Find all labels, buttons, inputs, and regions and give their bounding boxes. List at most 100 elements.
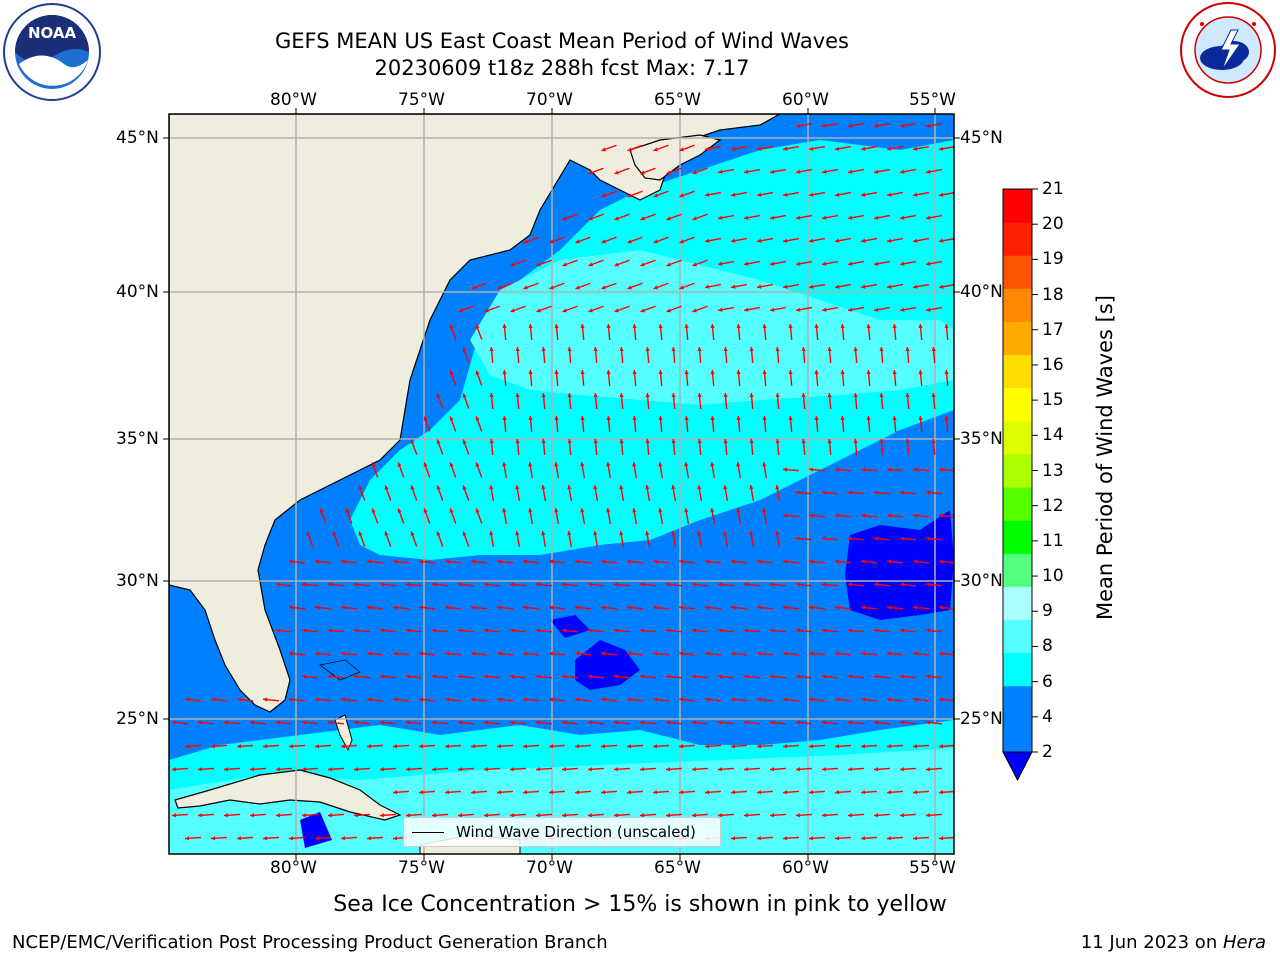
colorbar-segment — [1003, 189, 1032, 223]
wave-direction-arrowhead — [874, 261, 879, 266]
wave-direction-arrowhead — [619, 531, 624, 536]
wave-direction-arrowhead — [684, 416, 689, 421]
wave-direction-arrowhead — [289, 559, 294, 564]
wave-direction-arrowhead — [224, 813, 229, 818]
wave-direction-arrowhead — [723, 485, 728, 490]
wave-direction-arrowhead — [775, 439, 780, 444]
wave-direction-arrowhead — [926, 813, 931, 818]
wave-direction-arrowhead — [185, 697, 190, 702]
wave-direction-arrowhead — [445, 559, 450, 564]
wave-direction-arrowhead — [718, 582, 723, 587]
wave-direction-arrowhead — [731, 192, 736, 197]
wave-direction-arrowhead — [471, 697, 476, 702]
wave-direction-arrowhead — [328, 720, 333, 725]
wave-direction-arrowhead — [861, 744, 866, 749]
wave-direction-arrowhead — [679, 147, 684, 152]
wave-direction-arrowhead — [879, 393, 884, 398]
wave-direction-arrowhead — [354, 582, 359, 587]
wave-direction-arrowhead — [575, 744, 580, 749]
wave-direction-arrowhead — [671, 485, 676, 490]
wave-direction-arrowhead — [423, 462, 428, 467]
colorbar-tick-label: 12 — [1042, 495, 1064, 516]
wave-direction-arrowhead — [640, 262, 645, 267]
wave-direction-arrowhead — [640, 628, 645, 633]
wave-direction-arrowhead — [653, 744, 658, 749]
wave-direction-arrowhead — [523, 559, 528, 564]
wave-direction-arrowhead — [406, 674, 411, 679]
wave-direction-arrowhead — [614, 216, 619, 221]
wave-direction-arrowhead — [458, 720, 463, 725]
wave-direction-arrowhead — [866, 416, 871, 421]
wave-direction-arrowhead — [471, 790, 476, 795]
wave-direction-arrowhead — [796, 767, 801, 772]
wave-direction-arrowhead — [874, 813, 879, 818]
wave-direction-arrowhead — [536, 720, 541, 725]
wave-direction-arrowhead — [731, 284, 736, 289]
wave-direction-arrowhead — [783, 790, 788, 795]
wave-direction-arrowhead — [861, 513, 866, 518]
wave-direction-arrowhead — [939, 467, 944, 472]
wave-direction-arrowhead — [809, 284, 814, 289]
wave-direction-arrowhead — [718, 169, 723, 174]
colorbar-tick-label: 18 — [1042, 284, 1064, 305]
wave-direction-arrowhead — [562, 628, 567, 633]
lon-tick-top-55w: 55°W — [909, 90, 956, 110]
wave-direction-arrowhead — [887, 744, 892, 749]
wave-direction-arrowhead — [515, 531, 520, 536]
wave-direction-arrowhead — [770, 215, 775, 220]
wave-direction-arrowhead — [393, 697, 398, 702]
wave-direction-arrowhead — [744, 307, 749, 312]
wave-direction-arrowhead — [185, 744, 190, 749]
lon-tick-bottom-80w: 80°W — [270, 858, 317, 878]
wave-direction-arrowhead — [588, 674, 593, 679]
wave-direction-arrowhead — [809, 651, 814, 656]
wave-direction-arrowhead — [645, 347, 650, 352]
wave-direction-arrowhead — [614, 582, 619, 587]
wave-direction-arrowhead — [723, 439, 728, 444]
land-north-america — [169, 114, 781, 713]
wave-direction-arrowhead — [900, 123, 905, 128]
wave-direction-arrowhead — [510, 262, 515, 267]
colorbar-tick-label: 19 — [1042, 249, 1064, 270]
wave-direction-arrowhead — [224, 767, 229, 772]
wave-direction-arrowhead — [926, 215, 931, 220]
wave-direction-arrowhead — [371, 462, 376, 467]
footer-date: 11 Jun 2023 on Hera — [1081, 932, 1266, 954]
svg-text:NOAA: NOAA — [28, 24, 77, 42]
wave-direction-arrowhead — [606, 416, 611, 421]
wave-direction-arrowhead — [554, 324, 559, 329]
wave-direction-arrowhead — [523, 239, 528, 244]
colorbar-segment — [1003, 520, 1032, 554]
wave-direction-arrowhead — [926, 536, 931, 541]
wave-direction-arrowhead — [393, 559, 398, 564]
wave-direction-arrowhead — [887, 651, 892, 656]
wave-direction-arrowhead — [601, 193, 606, 198]
wave-direction-arrowhead — [900, 169, 905, 174]
wave-direction-arrowhead — [502, 416, 507, 421]
wave-direction-arrowhead — [614, 628, 619, 633]
wave-direction-arrowhead — [302, 813, 307, 818]
wave-direction-arrowhead — [658, 508, 663, 513]
zone-below-2s-east — [845, 510, 954, 620]
wave-direction-arrowhead — [744, 628, 749, 633]
wave-direction-arrowhead — [918, 324, 923, 329]
wave-direction-arrowhead — [276, 767, 281, 772]
wave-direction-arrowhead — [380, 674, 385, 679]
footer-date-text: 11 Jun 2023 on — [1080, 932, 1223, 953]
wave-direction-arrowhead — [198, 767, 203, 772]
wave-direction-arrowhead — [900, 261, 905, 266]
wave-direction-arrowhead — [809, 605, 814, 610]
wave-direction-arrowhead — [944, 370, 949, 375]
wave-direction-arrowhead — [614, 308, 619, 313]
wave-direction-arrowhead — [588, 308, 593, 313]
wave-direction-arrowhead — [835, 513, 840, 518]
wave-direction-arrowhead — [757, 651, 762, 656]
wave-direction-arrowhead — [900, 628, 905, 633]
wave-direction-arrowhead — [666, 813, 671, 818]
noaa-logo: NOAA — [2, 2, 102, 102]
wave-direction-arrowhead — [762, 508, 767, 513]
wave-direction-arrowhead — [796, 490, 801, 495]
wave-direction-arrowhead — [380, 767, 385, 772]
wave-direction-arrowhead — [770, 582, 775, 587]
